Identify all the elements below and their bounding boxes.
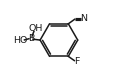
Text: F: F	[74, 57, 79, 66]
Text: B: B	[28, 34, 34, 43]
Text: HO: HO	[13, 36, 27, 45]
Text: OH: OH	[28, 24, 43, 33]
Text: N: N	[80, 14, 87, 23]
